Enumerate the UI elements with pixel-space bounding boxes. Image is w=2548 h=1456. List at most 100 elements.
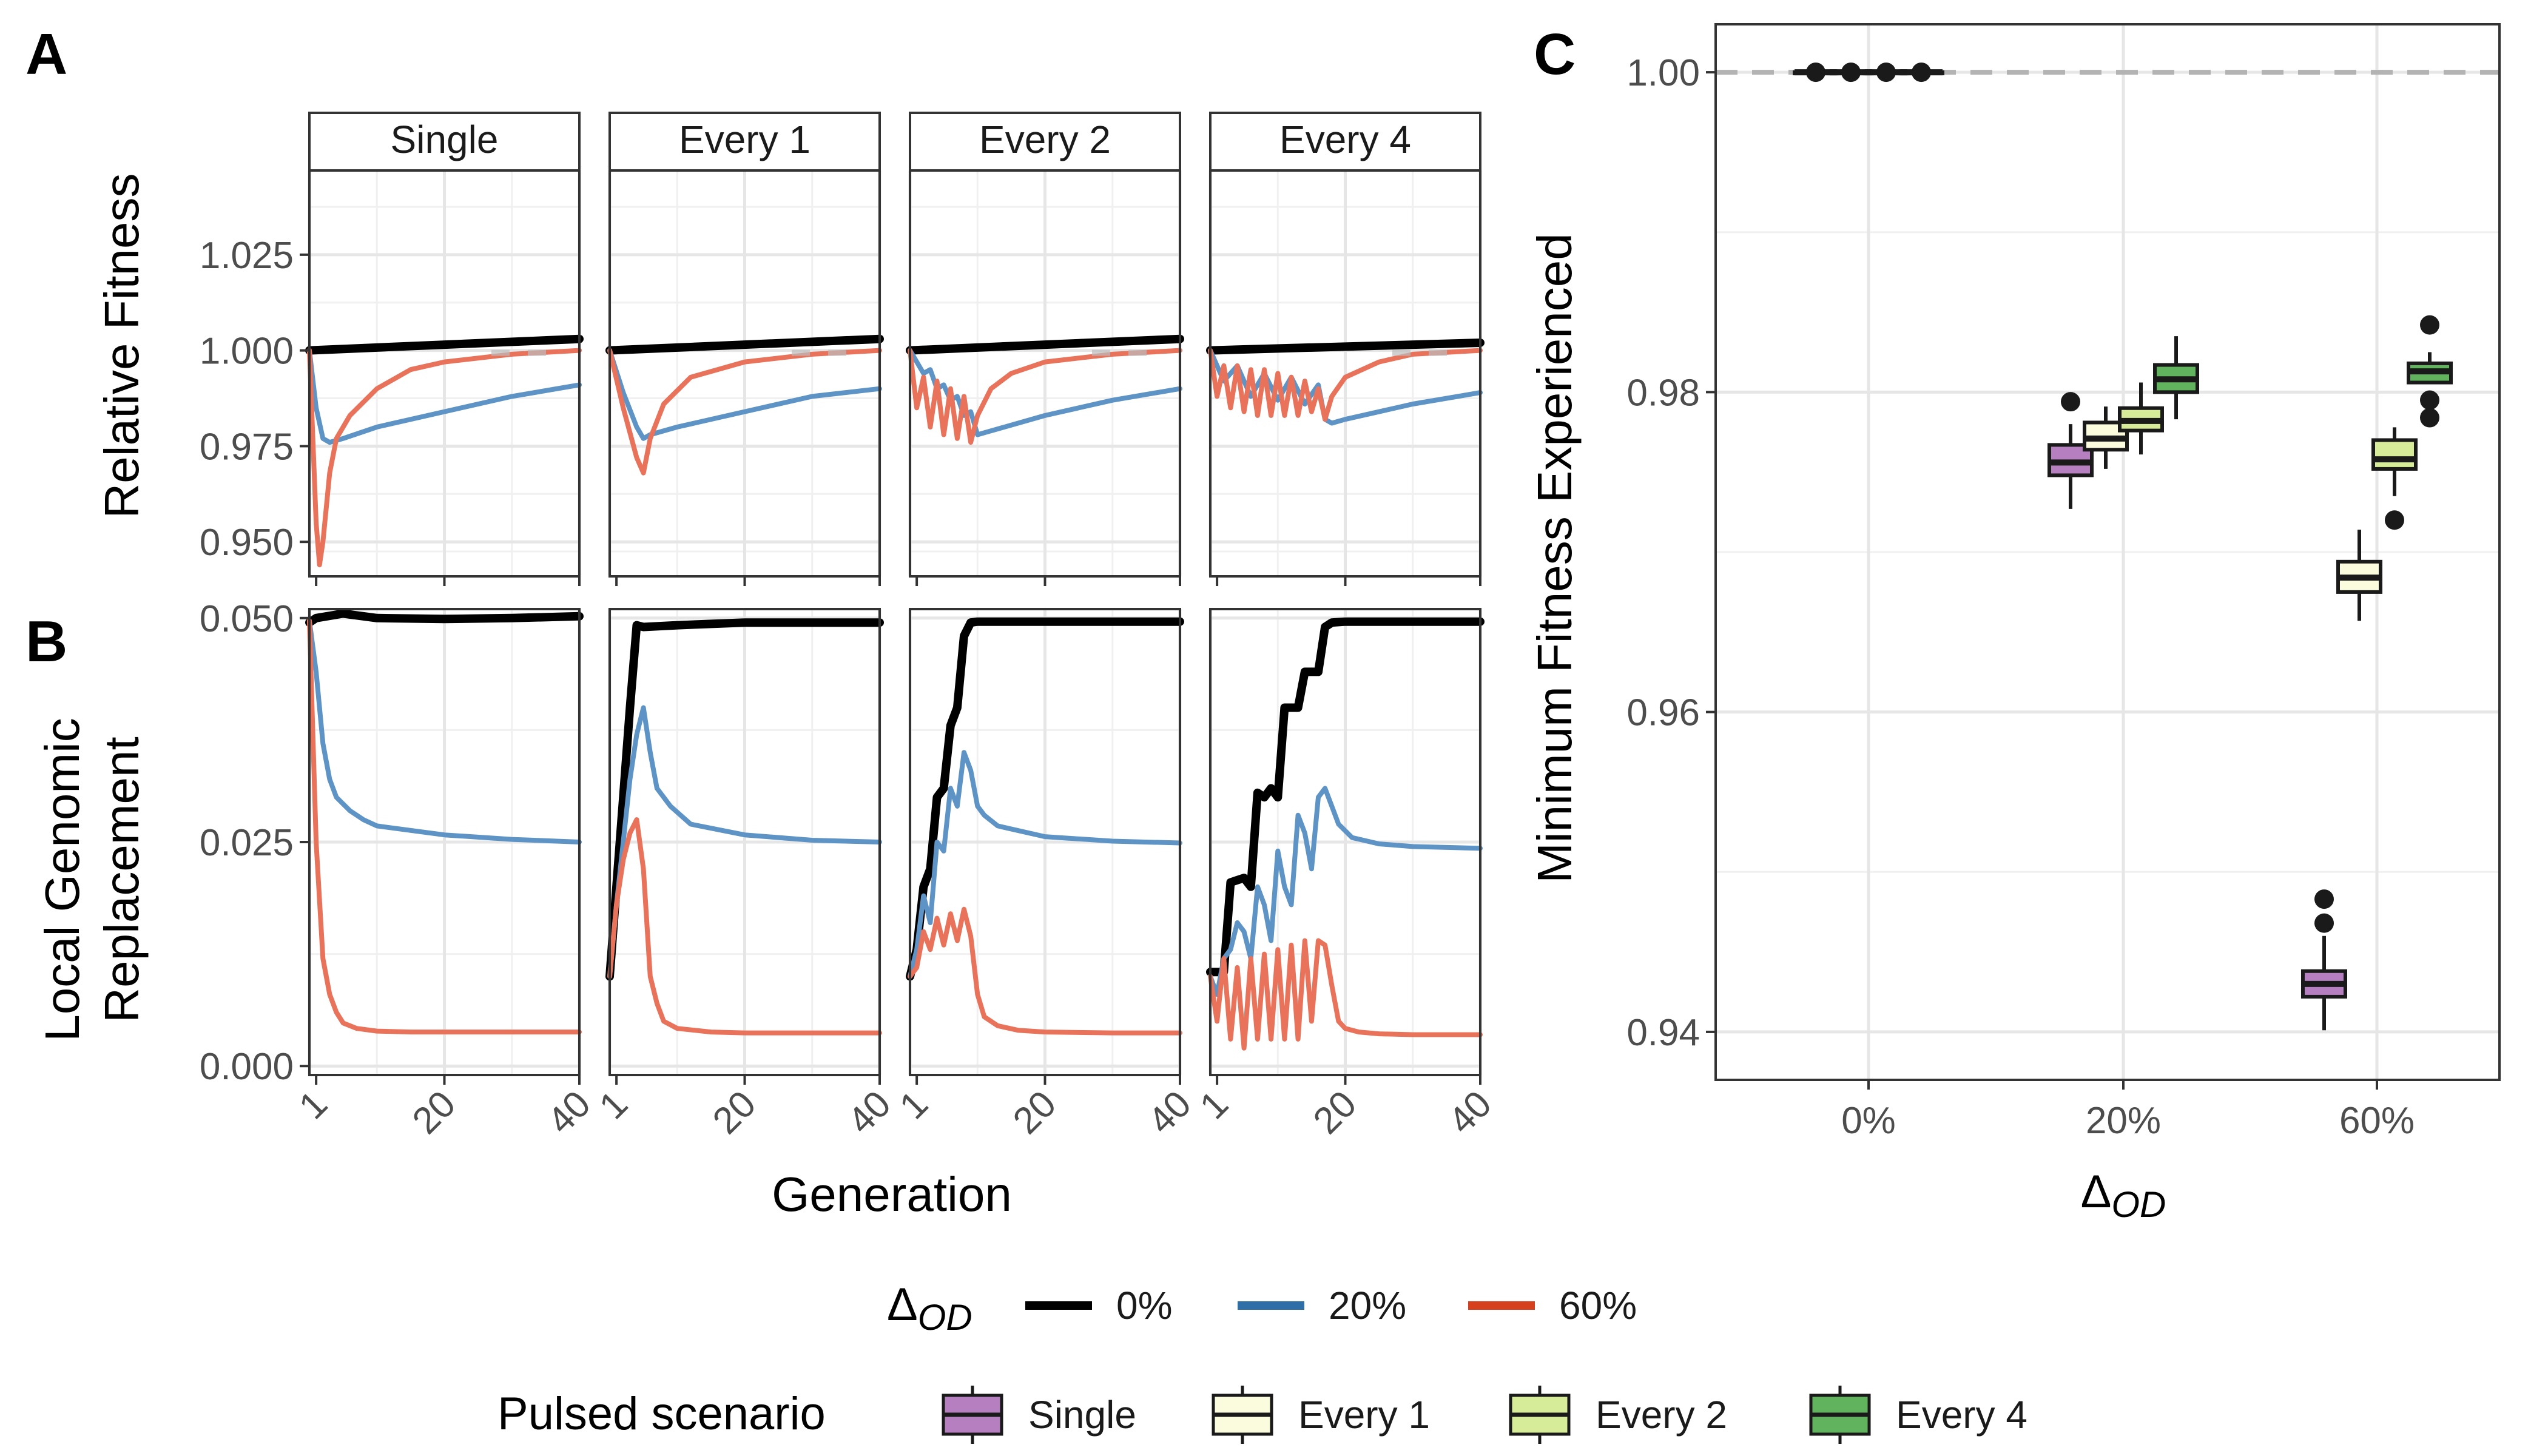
panel-a-ylabel: Relative Fitness — [95, 173, 149, 518]
panel-b-ylabel-line2: Replacement — [95, 736, 149, 1022]
y-tick-label: 0.98 — [1626, 372, 1700, 414]
series-20-line — [1208, 786, 1483, 997]
series-60-line — [1208, 348, 1483, 422]
y-tick-label: 0.050 — [200, 598, 294, 640]
x-tick-label: 40 — [1440, 1083, 1500, 1142]
legend-od-title-main: Δ — [887, 1279, 918, 1330]
box-every-4-20 — [2153, 336, 2199, 420]
legend-od-title-sub: OD — [918, 1297, 972, 1338]
box-outlier-point — [1841, 62, 1861, 83]
y-tick-label: 0.975 — [200, 426, 294, 468]
facet-b-every-4: 1 20 40 — [1192, 608, 1500, 1142]
panel-label-c: C — [1534, 22, 1576, 87]
series-60-line — [307, 348, 582, 568]
series-60-line — [607, 348, 882, 476]
box-outlier-point — [2420, 315, 2439, 335]
facet-strip-label: Every 1 — [679, 118, 811, 161]
legend-od-item-60: 60% — [1468, 1284, 1637, 1327]
box-outlier-point — [2061, 392, 2080, 412]
facet-strip-label: Every 4 — [1279, 118, 1411, 161]
legend-pulse-item-every-1: Every 1 — [1212, 1386, 1430, 1444]
facet-strip — [909, 112, 1181, 172]
box-body — [2371, 438, 2418, 471]
series-20-line — [607, 705, 882, 979]
y-tick-label: 1.00 — [1626, 52, 1700, 94]
facet-b-every-2: 1 20 40 — [892, 608, 1199, 1142]
series-60-line — [908, 348, 1182, 445]
x-tick-label: 0% — [1841, 1100, 1896, 1142]
x-tick-label: 20 — [1005, 1083, 1065, 1142]
legend-od-label: 20% — [1329, 1284, 1406, 1327]
legend-pulse-item-every-4: Every 4 — [1809, 1386, 2027, 1444]
panel-a: Single 1.025 1.000 0.975 0.950 Every 1 Every 2… — [200, 112, 1485, 586]
legend-pulse-item-every-2: Every 2 — [1509, 1386, 1727, 1444]
box-every-2-60 — [2371, 427, 2418, 530]
box-every-4-0 — [1898, 62, 1944, 83]
series-0-line — [605, 618, 884, 981]
y-tick-label: 0.000 — [200, 1046, 294, 1088]
legend-od-item-20: 20% — [1238, 1284, 1406, 1327]
facet-a-every-2: Every 2 — [906, 112, 1184, 586]
box-outlier-point — [2420, 390, 2439, 410]
facet-a-every-1: Every 1 — [605, 112, 884, 586]
box-every-1-60 — [2336, 530, 2382, 621]
series-20-line — [307, 348, 582, 445]
facet-a-single: Single 1.025 1.000 0.975 0.950 — [200, 112, 584, 586]
legend-pulse-title: Pulsed scenario — [497, 1388, 826, 1440]
y-tick-label: 0.950 — [200, 522, 294, 564]
box-every-1-20 — [2083, 406, 2129, 469]
box-single-60 — [2301, 889, 2347, 1031]
box-outlier-point — [2385, 510, 2404, 530]
series-0-line — [1206, 339, 1485, 355]
legend-pulse-item-single: Single — [942, 1386, 1136, 1444]
y-tick-label: 1.000 — [200, 331, 294, 372]
legend-pulse-label: Single — [1028, 1393, 1136, 1437]
box-single-20 — [2048, 392, 2094, 509]
x-tick-label: 40 — [840, 1083, 899, 1142]
box-outlier-point — [1876, 62, 1896, 83]
x-tick-label: 1 — [1192, 1083, 1236, 1127]
y-tick-label: 1.025 — [200, 235, 294, 277]
x-tick-label: 20 — [705, 1083, 764, 1142]
legend-pulse-label: Every 1 — [1298, 1393, 1430, 1437]
box-outlier-point — [1912, 62, 1931, 83]
y-tick-label: 0.025 — [200, 822, 294, 864]
panel-c-xlabel-main: Δ — [2081, 1166, 2112, 1218]
box-every-2-20 — [2118, 382, 2164, 455]
x-tick-label: 40 — [539, 1083, 599, 1142]
series-20-line — [307, 618, 582, 844]
x-tick-label: 20 — [1306, 1083, 1365, 1142]
y-tick-label: 0.94 — [1626, 1012, 1700, 1054]
box-every-4-60 — [2407, 315, 2453, 428]
series-0-line — [1206, 617, 1485, 977]
series-60-line — [307, 618, 582, 1035]
x-tick-label: 40 — [1140, 1083, 1199, 1142]
x-tick-label: 1 — [291, 1083, 335, 1127]
facet-b-single: 1 20 40 0.050 0.025 0.000 — [200, 598, 599, 1142]
series-0-line — [605, 334, 884, 355]
panel-label-a: A — [25, 22, 67, 87]
y-tick-label: 0.96 — [1626, 692, 1700, 734]
legend-pulse-label: Every 4 — [1896, 1393, 2027, 1437]
series-60-line — [1208, 938, 1483, 1051]
box-outlier-point — [1806, 62, 1825, 83]
legends: ΔOD 0% 20% 60% Pulsed scenario Single Every 1 E… — [497, 1279, 2027, 1444]
facet-b-every-1: 1 20 40 — [592, 608, 899, 1142]
x-tick-label: 20% — [2086, 1100, 2161, 1142]
facet-strip-label: Every 2 — [979, 118, 1111, 161]
x-axis-label: Generation — [772, 1167, 1012, 1221]
panel-c: 1.00 0.98 0.96 0.94 0% 20% 60% — [1626, 23, 2501, 1142]
series-0-line — [906, 334, 1184, 355]
legend-pulse-label: Every 2 — [1596, 1393, 1727, 1437]
box-outlier-point — [2420, 408, 2439, 428]
panel-c-border — [1714, 23, 2501, 1081]
x-tick-label: 1 — [592, 1083, 636, 1127]
series-20-line — [908, 750, 1182, 979]
box-outlier-point — [2314, 889, 2334, 909]
series-60-line — [607, 817, 882, 1036]
series-0-line — [305, 609, 584, 627]
facet-strip — [1209, 112, 1481, 172]
series-0-line — [305, 334, 584, 355]
